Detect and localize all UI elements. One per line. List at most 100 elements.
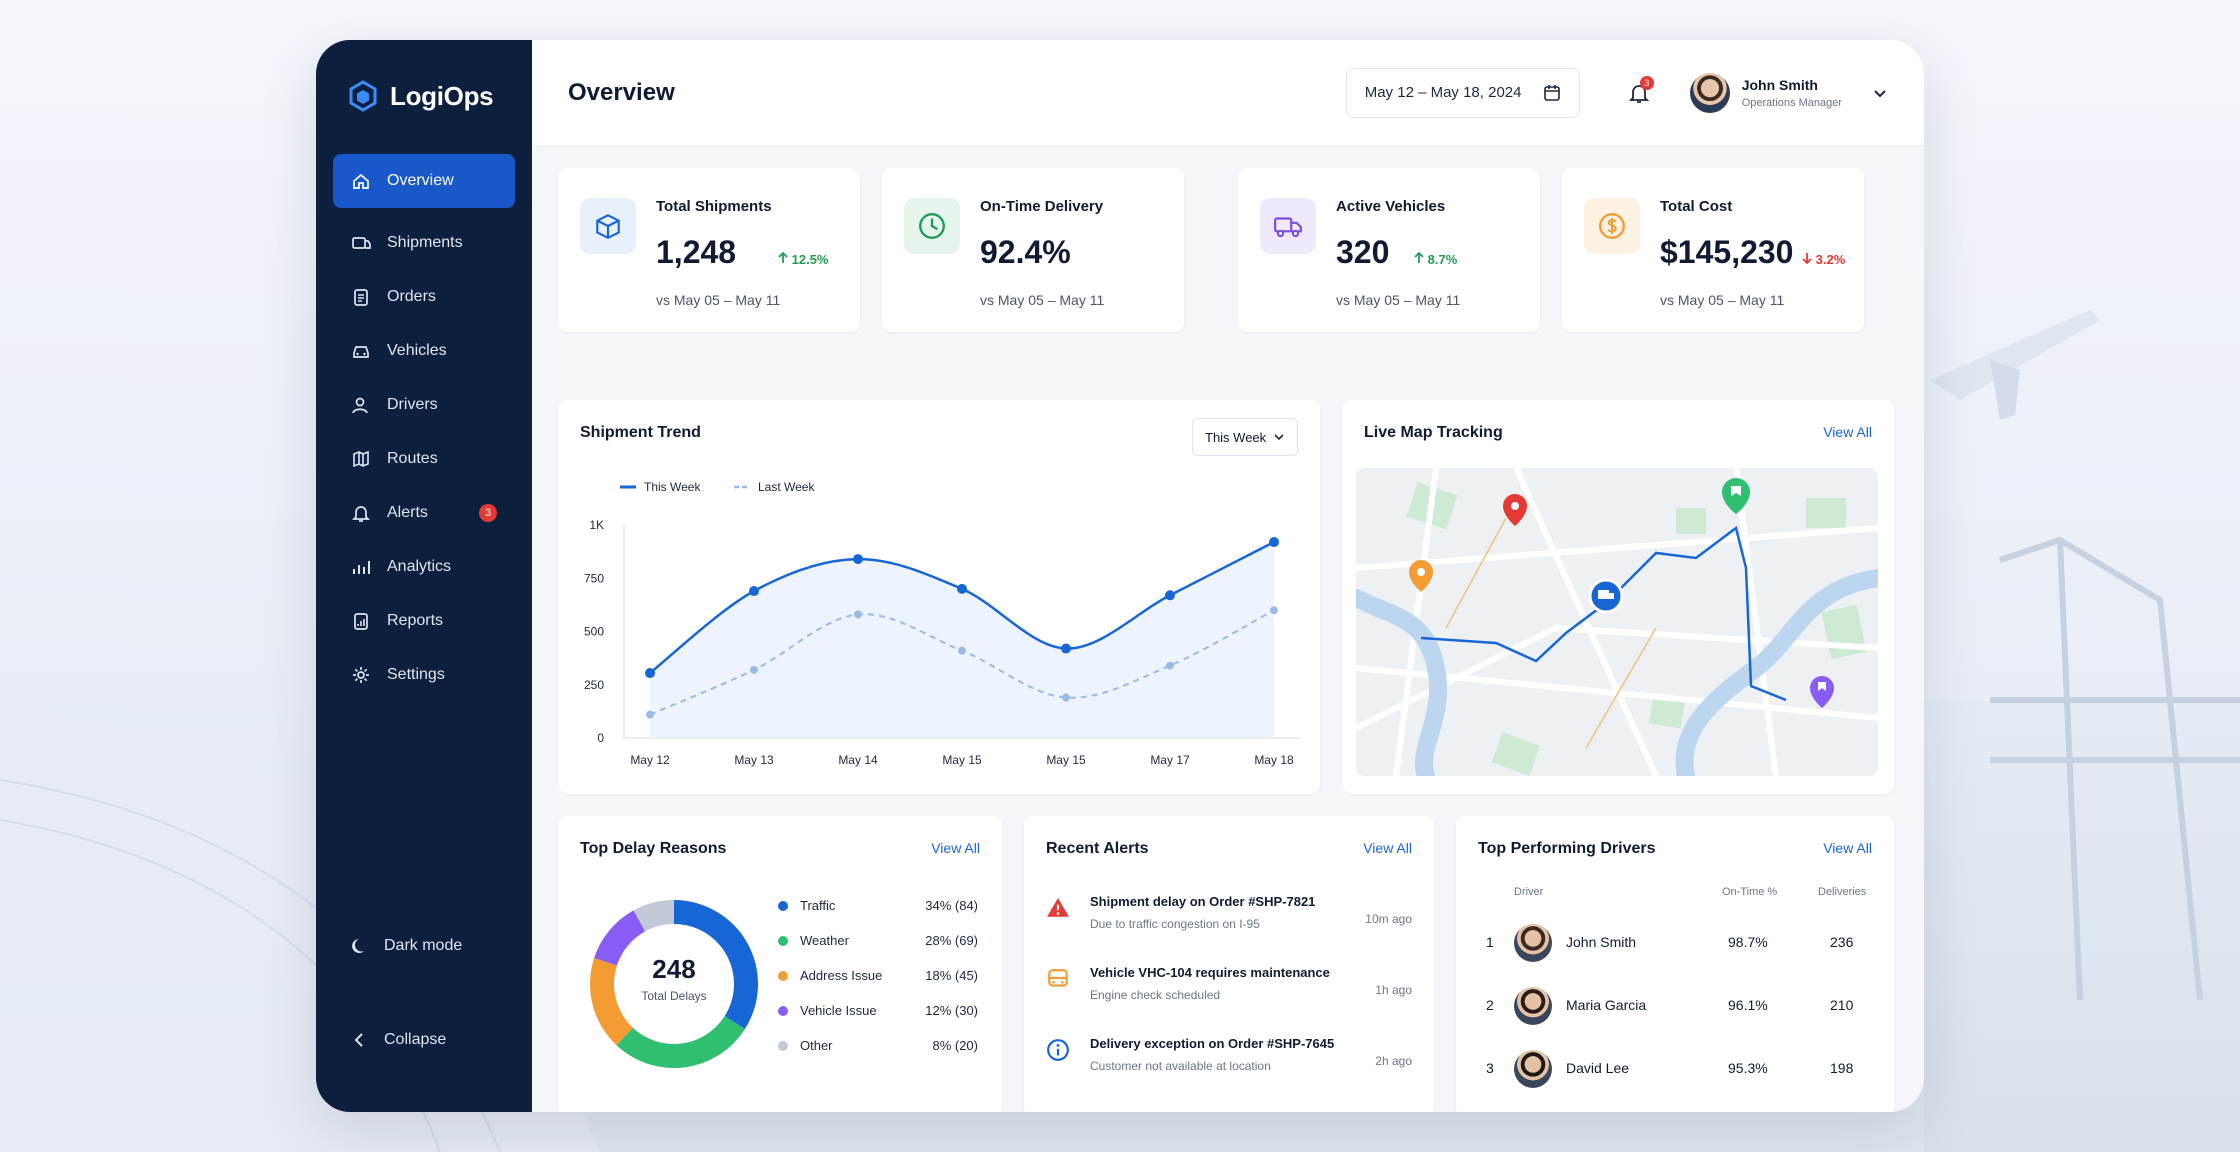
recent-alerts-card: Recent Alerts View All Shipment delay on… — [1024, 816, 1434, 1112]
sidebar-item-label: Orders — [387, 288, 436, 305]
alert-item[interactable]: Vehicle VHC-104 requires maintenance Eng… — [1046, 965, 1412, 1002]
collapse-label: Collapse — [384, 1031, 447, 1048]
sidebar-item-drivers[interactable]: Drivers — [333, 378, 515, 432]
clock-icon-tile — [904, 198, 960, 254]
shipment-trend-chart: 0 250 500 750 1K May 12 May 13 May 14 May 15 May … — [584, 480, 1300, 767]
sidebar-item-reports[interactable]: Reports — [333, 594, 515, 648]
kpi-card-total-cost[interactable]: Total Cost $145,230 3.2% vs May 05 – May… — [1562, 168, 1864, 332]
alert-title: Vehicle VHC-104 requires maintenance — [1090, 965, 1330, 980]
table-row[interactable]: 3 David Lee 95.3% 198 — [1456, 1040, 1894, 1100]
last-week-point — [1062, 693, 1070, 702]
notification-badge: 3 — [1639, 75, 1654, 90]
alert-item[interactable]: Delivery exception on Order #SHP-7645 Cu… — [1046, 1036, 1412, 1073]
donut-slice-address-issue[interactable] — [590, 958, 633, 1046]
bell-icon — [351, 506, 371, 522]
date-range-picker[interactable]: May 12 – May 18, 2024 — [1345, 67, 1580, 118]
kpi-card-on-time-delivery[interactable]: On-Time Delivery 92.4% 5.3% vs May 05 – … — [882, 168, 1466, 332]
kpi-comparison: vs May 05 – May 11 — [1336, 292, 1461, 308]
kpi-card-active-vehicles[interactable]: Active Vehicles 320 8.7% vs May 05 – May… — [1238, 168, 1540, 332]
x-tick-label: May 18 — [1254, 753, 1294, 767]
trend-filter-dropdown[interactable]: This Week — [1192, 418, 1298, 456]
delays-view-all-link[interactable]: View All — [931, 840, 980, 856]
kpi-value: 92.4% — [980, 234, 1071, 270]
donut-slice-weather[interactable] — [616, 1016, 745, 1068]
collapse-button[interactable]: Collapse — [350, 1030, 446, 1050]
dark-mode-toggle[interactable]: Dark mode — [350, 936, 462, 956]
box-icon — [596, 214, 620, 239]
sidebar-item-overview[interactable]: Overview — [333, 154, 515, 208]
legend-item-weather: Weather 28% (69) — [778, 933, 978, 948]
sidebar-item-analytics[interactable]: Analytics — [333, 540, 515, 594]
table-row[interactable]: 1 John Smith 98.7% 236 — [1456, 914, 1894, 974]
legend-label: Other — [800, 1038, 833, 1053]
alerts-view-all-link[interactable]: View All — [1363, 840, 1412, 856]
alert-title: Shipment delay on Order #SHP-7821 — [1090, 894, 1316, 909]
kpi-comparison: vs May 05 – May 11 — [980, 292, 1105, 308]
arrow-up-icon — [1414, 251, 1424, 263]
legend-last-week: Last Week — [758, 480, 815, 494]
delay-reasons-card: Top Delay Reasons View All 248 Total Del… — [558, 816, 1002, 1112]
kpi-label: Total Cost — [1660, 198, 1733, 215]
top-drivers-title: Top Performing Drivers — [1478, 840, 1656, 857]
alert-time: 10m ago — [1365, 912, 1412, 926]
map-pin-red — [1503, 494, 1527, 526]
this-week-point — [1269, 537, 1279, 548]
x-tick-label: May 13 — [734, 753, 774, 767]
sidebar-item-vehicles[interactable]: Vehicles — [333, 324, 515, 378]
kpi-card-total-shipments[interactable]: Total Shipments 1,248 12.5% vs May 05 – … — [558, 168, 860, 332]
notifications-button[interactable]: 3 — [1624, 75, 1654, 108]
sidebar-item-alerts[interactable]: Alerts 3 — [333, 486, 515, 540]
top-drivers-card: Top Performing Drivers View All Driver O… — [1456, 816, 1894, 1112]
donut-slice-vehicle-issue[interactable] — [594, 910, 646, 966]
x-tick-label: May 15 — [942, 753, 982, 767]
moon-icon — [352, 939, 364, 953]
kpi-comparison: vs May 05 – May 11 — [656, 292, 781, 308]
last-week-point — [750, 665, 758, 674]
sidebar-item-settings[interactable]: Settings — [333, 648, 515, 702]
page-title: Overview — [568, 78, 675, 106]
this-week-point — [1061, 643, 1071, 654]
dollar-icon-tile — [1584, 198, 1640, 254]
x-tick-label: May 15 — [1046, 753, 1086, 767]
legend-item-traffic: Traffic 34% (84) — [778, 898, 978, 913]
kpi-comparison: vs May 05 – May 11 — [1660, 292, 1785, 308]
y-tick-label: 0 — [597, 731, 604, 745]
donut-slice-traffic[interactable] — [674, 900, 758, 1030]
table-row[interactable]: 2 Maria Garcia 96.1% 210 — [1456, 977, 1894, 1037]
live-map[interactable] — [1356, 468, 1878, 776]
donut-slice-other[interactable] — [633, 900, 674, 932]
legend-swatch — [778, 1005, 788, 1016]
y-tick-label: 1K — [589, 518, 604, 532]
sidebar-item-label: Overview — [387, 172, 454, 189]
this-week-point — [645, 668, 655, 679]
car-icon — [353, 346, 369, 358]
legend-label: Vehicle Issue — [800, 1003, 877, 1018]
legend-label: Traffic — [800, 898, 836, 913]
bus-icon — [1048, 969, 1068, 987]
last-week-point — [958, 646, 966, 655]
sidebar-item-orders[interactable]: Orders — [333, 270, 515, 324]
column-ontime: On-Time % — [1722, 886, 1778, 898]
logo[interactable]: LogiOps — [316, 74, 532, 118]
legend-swatch — [778, 935, 788, 946]
legend-label: Weather — [800, 933, 849, 948]
driver-ontime: 95.3% — [1728, 1060, 1768, 1076]
this-week-point — [1165, 590, 1175, 601]
delay-total: 248 — [652, 954, 696, 984]
x-tick-label: May 14 — [838, 753, 878, 767]
this-week-point — [853, 554, 863, 565]
column-deliveries: Deliveries — [1818, 886, 1867, 898]
shipment-trend-title: Shipment Trend — [580, 424, 701, 441]
chevron-down-icon — [1274, 434, 1284, 441]
driver-deliveries: 210 — [1830, 997, 1854, 1013]
drivers-view-all-link[interactable]: View All — [1823, 840, 1872, 856]
clipboard-icon — [354, 289, 368, 306]
alert-item[interactable]: Shipment delay on Order #SHP-7821 Due to… — [1046, 894, 1412, 931]
sidebar-item-routes[interactable]: Routes — [333, 432, 515, 486]
kpi-change-value: 12.5% — [791, 252, 829, 267]
sidebar-item-label: Reports — [387, 612, 444, 629]
map-view-all-link[interactable]: View All — [1823, 424, 1872, 440]
legend-swatch — [778, 1040, 788, 1051]
sidebar-item-shipments[interactable]: Shipments — [333, 216, 515, 270]
user-menu[interactable]: John Smith Operations Manager — [1689, 72, 1888, 113]
